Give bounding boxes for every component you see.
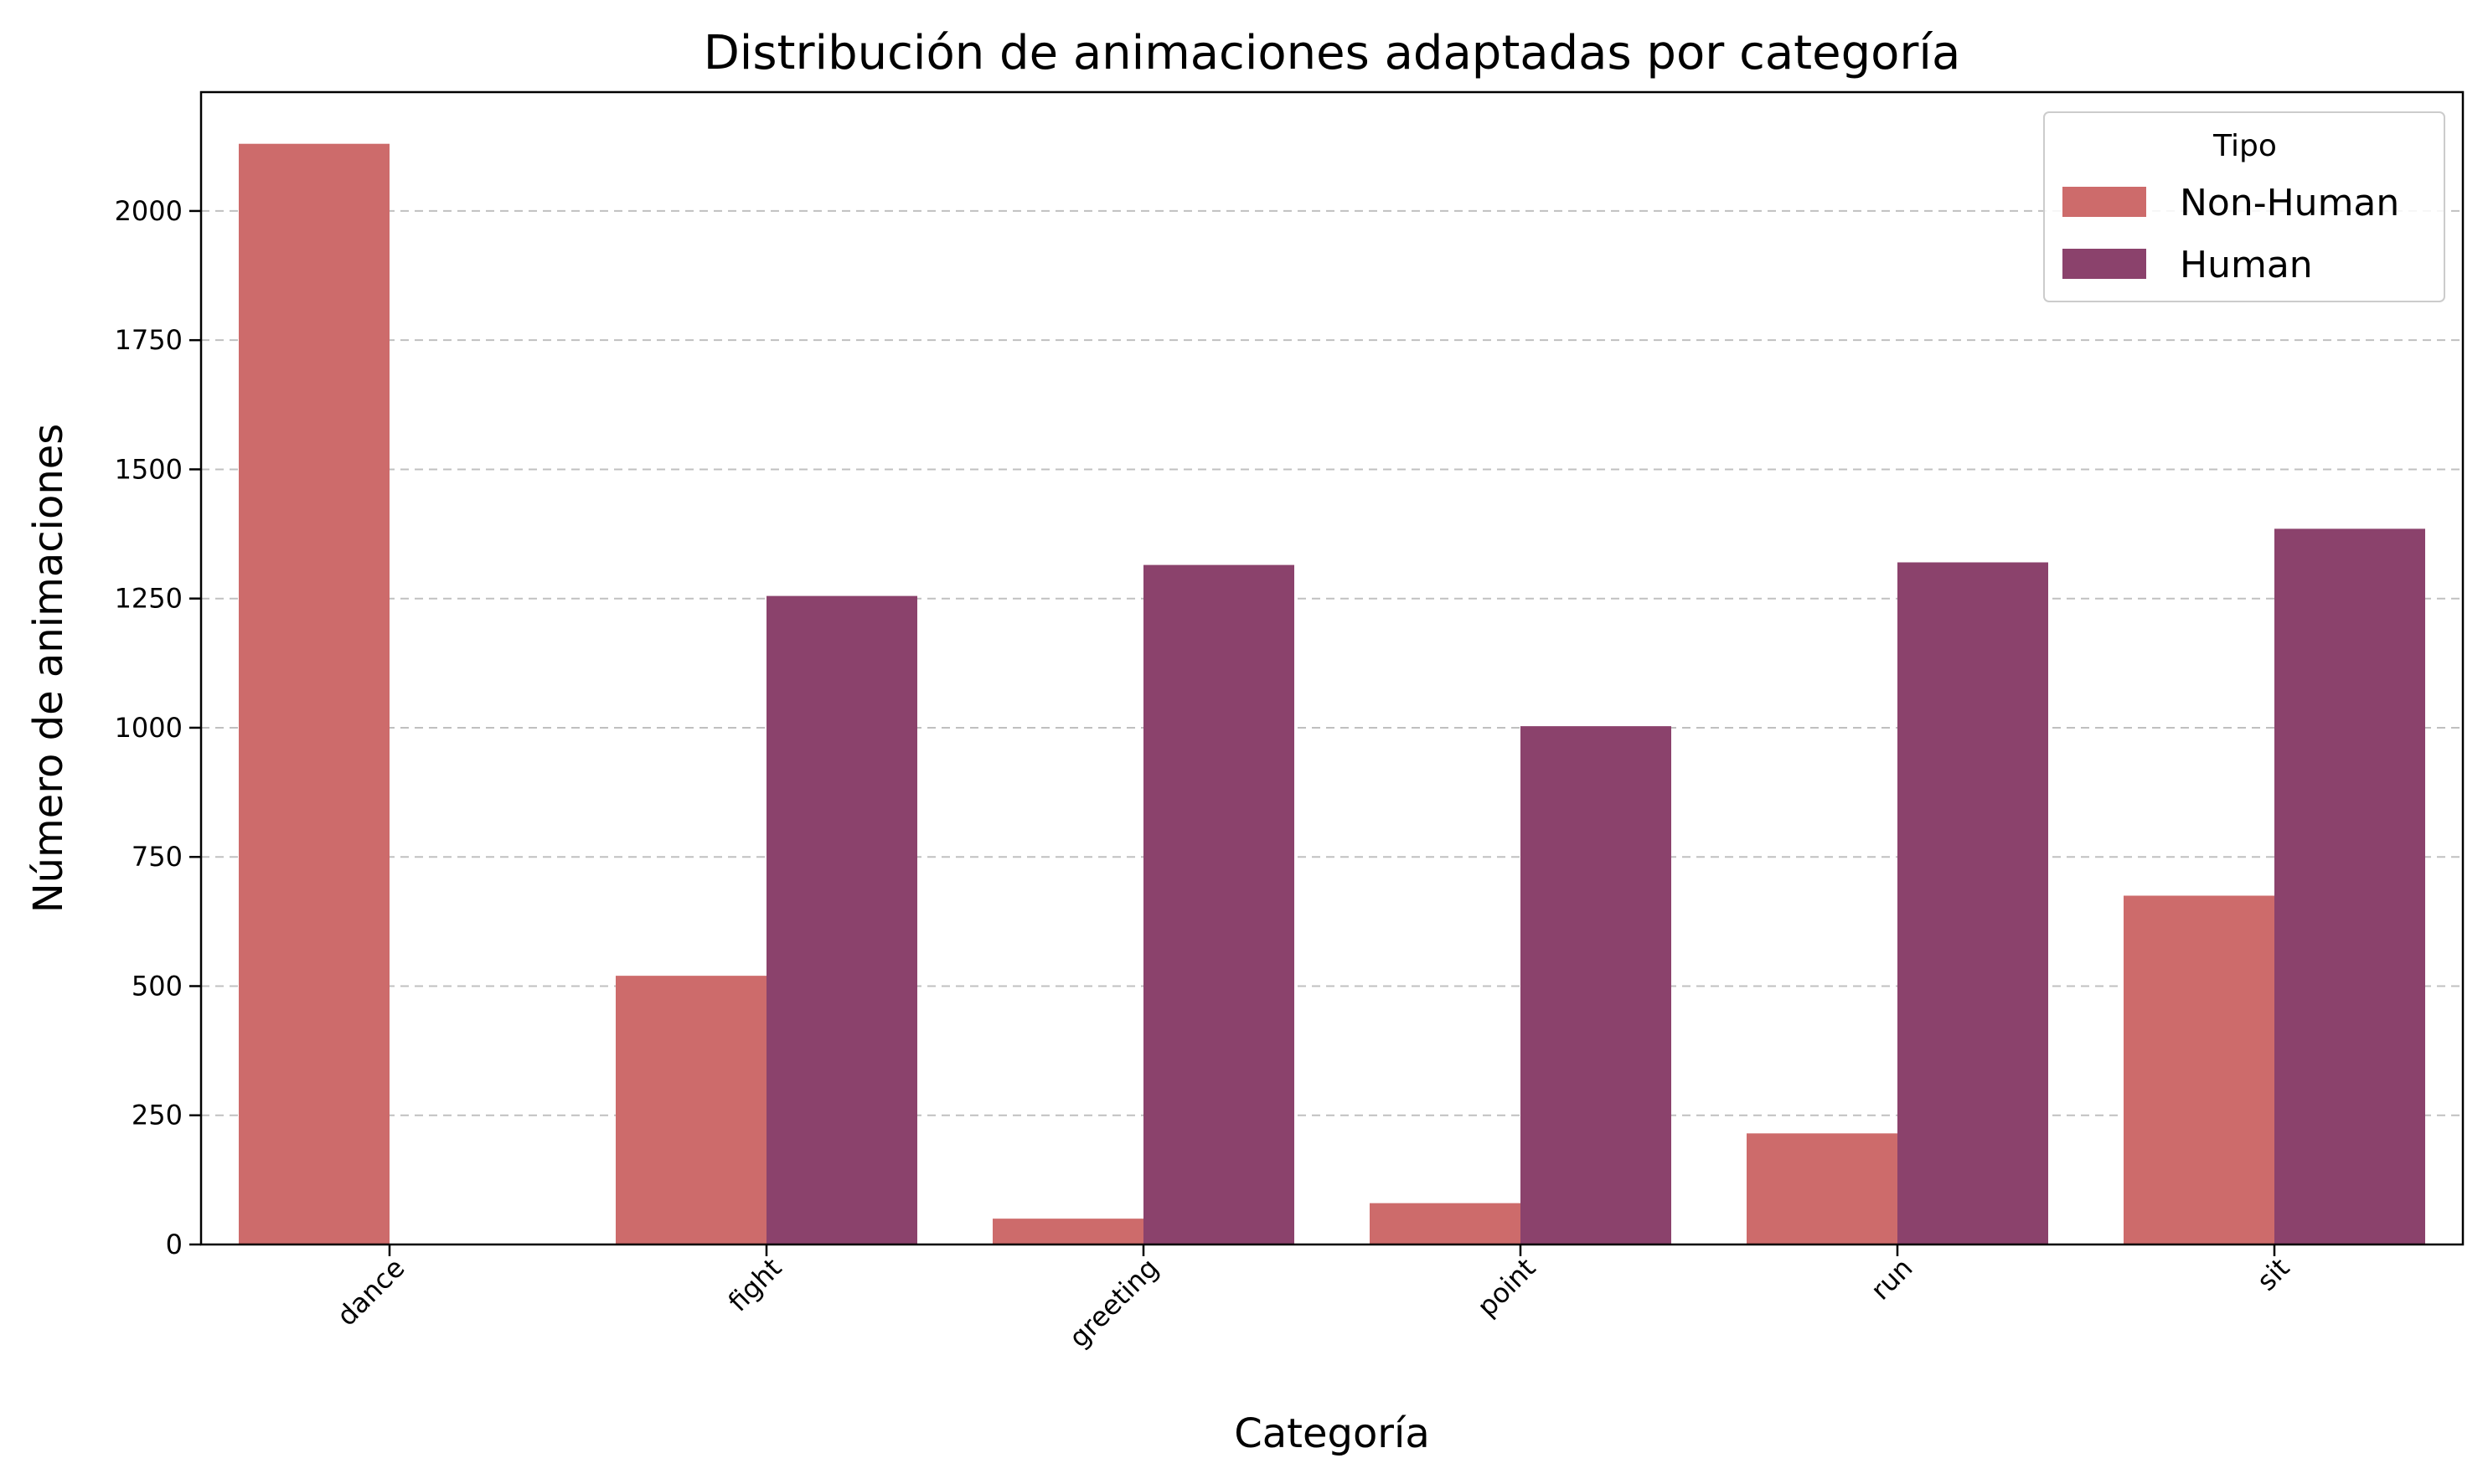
legend-swatch-non-human — [2062, 187, 2146, 217]
bar-human-fight — [767, 595, 917, 1244]
bar-human-point — [1520, 726, 1671, 1244]
legend: Tipo Non-Human Human — [2043, 111, 2445, 302]
bar-non-human-fight — [616, 976, 767, 1244]
chart-title: Distribución de animaciones adaptadas po… — [704, 26, 1961, 80]
plot-frame — [199, 90, 2465, 1246]
y-tick-label: 0 — [166, 1229, 183, 1260]
legend-label-human: Human — [2180, 244, 2313, 286]
grid-lines — [201, 209, 2463, 1116]
bar-human-greeting — [1143, 564, 1294, 1244]
bars — [239, 143, 2425, 1244]
bar-non-human-dance — [239, 143, 390, 1244]
y-tick-label: 750 — [132, 841, 183, 873]
y-tick-label: 500 — [132, 970, 183, 1002]
y-tick-label: 2000 — [115, 195, 183, 227]
y-tick-label: 1500 — [115, 453, 183, 485]
y-tick-label: 1000 — [115, 712, 183, 744]
legend-entries: Non-Human Human — [2062, 182, 2399, 286]
x-axis-label: Categoría — [1234, 1410, 1430, 1457]
bar-non-human-point — [1370, 1203, 1520, 1244]
y-tick-label: 250 — [132, 1100, 183, 1131]
bar-non-human-sit — [2124, 895, 2274, 1244]
y-tick-label: 1250 — [115, 583, 183, 615]
bar-human-run — [1897, 562, 2048, 1244]
bar-human-sit — [2274, 528, 2425, 1244]
y-tick-label: 1750 — [115, 324, 183, 356]
legend-swatch-human — [2062, 249, 2146, 279]
bar-non-human-run — [1747, 1133, 1897, 1244]
y-axis-label: Número de animaciones — [25, 424, 72, 914]
bar-non-human-greeting — [993, 1219, 1143, 1244]
legend-label-non-human: Non-Human — [2180, 182, 2399, 224]
y-axis-ticks: 0 250 500 750 1000 1250 1500 1750 2000 — [115, 195, 201, 1260]
legend-title: Tipo — [2212, 129, 2277, 163]
